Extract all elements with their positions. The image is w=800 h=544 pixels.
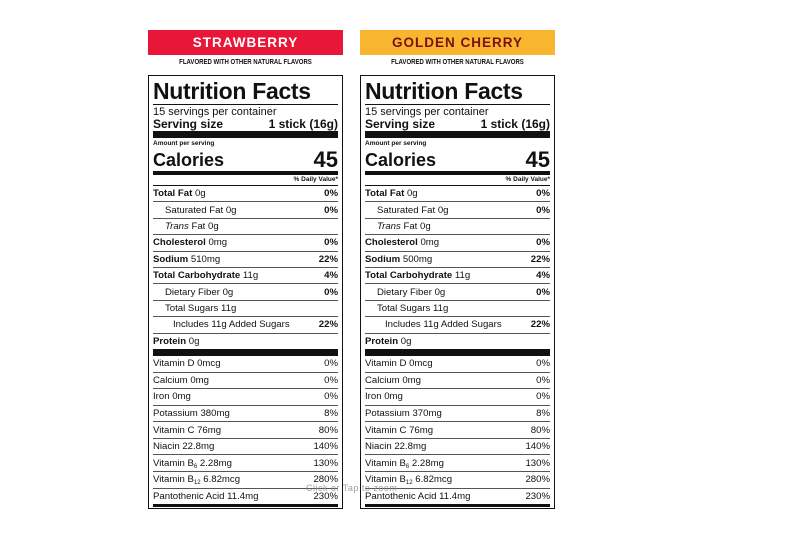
serving-size-label: Serving size: [365, 117, 436, 131]
vitamin-row: Vitamin B12 6.82mcg 280%: [153, 472, 338, 489]
servings-per-container: 15 servings per container: [153, 106, 277, 118]
divider-thick: [153, 348, 338, 356]
flavor-note: FLAVORED WITH OTHER NATURAL FLAVORS: [179, 59, 312, 66]
nutrition-label: Nutrition Facts 15 servings per containe…: [360, 75, 555, 509]
vitamin-row: Potassium 370mg 8%: [365, 406, 550, 423]
nutrient-row-total-sugars: Total Sugars 11g: [365, 301, 550, 318]
nutrient-row-trans-fat: Trans Fat 0g: [153, 219, 338, 236]
nutrient-row-cholesterol: Cholesterol 0mg 0%: [365, 235, 550, 252]
amount-per-serving: Amount per serving: [153, 140, 215, 147]
nutrition-panel-strawberry: STRAWBERRY FLAVORED WITH OTHER NATURAL F…: [148, 30, 343, 509]
nutrient-row-total-carbohydrate: Total Carbohydrate 11g 4%: [153, 268, 338, 285]
vitamin-row: Iron 0mg 0%: [365, 389, 550, 406]
nutrient-row-total-carbohydrate: Total Carbohydrate 11g 4%: [365, 268, 550, 285]
calories-label: Calories: [153, 150, 225, 170]
nutrient-row-added-sugars: Includes 11g Added Sugars 22%: [153, 317, 338, 334]
nutrient-row-added-sugars: Includes 11g Added Sugars 22%: [365, 317, 550, 334]
divider-medium: [153, 171, 338, 175]
nutrient-row-protein: Protein 0g: [365, 335, 412, 347]
vitamin-row: Vitamin D 0mcg 0%: [365, 356, 550, 373]
vitamin-row: Calcium 0mg 0%: [365, 373, 550, 390]
calories-row: Calories 45: [365, 147, 550, 172]
divider-thick: [365, 348, 550, 356]
calories-value: 45: [525, 147, 550, 172]
servings-per-container: 15 servings per container: [365, 106, 489, 118]
nutrient-row-total-fat: Total Fat 0g 0%: [153, 186, 338, 203]
serving-size-value: 1 stick (16g): [268, 117, 338, 131]
vitamin-row: Potassium 380mg 8%: [153, 406, 338, 423]
calories-row: Calories 45: [153, 147, 338, 172]
nutrient-row-dietary-fiber: Dietary Fiber 0g 0%: [153, 284, 338, 301]
nutrient-row-total-sugars: Total Sugars 11g: [153, 301, 338, 318]
serving-size-value: 1 stick (16g): [480, 117, 550, 131]
vitamin-row: Niacin 22.8mg 140%: [153, 439, 338, 456]
amount-per-serving: Amount per serving: [365, 140, 427, 147]
nutrient-row-protein: Protein 0g: [153, 335, 200, 347]
flavor-note: FLAVORED WITH OTHER NATURAL FLAVORS: [391, 59, 524, 66]
vitamin-row: Vitamin B6 2.28mg 130%: [365, 455, 550, 473]
nutrient-row-trans-fat: Trans Fat 0g: [365, 219, 550, 236]
divider-thick: [153, 131, 338, 138]
nutrition-panel-golden-cherry: GOLDEN CHERRY FLAVORED WITH OTHER NATURA…: [360, 30, 555, 509]
divider-medium: [153, 504, 338, 508]
daily-value-header: % Daily Value*: [153, 175, 338, 186]
vitamins-list: Vitamin D 0mcg 0% Calcium 0mg 0% Iron 0mg 0% P…: [153, 356, 338, 504]
daily-value-header: % Daily Value*: [365, 175, 550, 186]
divider-medium: [365, 504, 550, 508]
vitamins-list: Vitamin D 0mcg 0% Calcium 0mg 0% Iron 0mg 0% P…: [365, 356, 550, 504]
flavor-banner: GOLDEN CHERRY: [360, 30, 555, 55]
label-title: Nutrition Facts: [153, 79, 338, 105]
vitamin-row: Vitamin B12 6.82mcg 280%: [365, 472, 550, 489]
zoom-hint[interactable]: Click or Tap to zoom: [306, 483, 398, 493]
nutrient-row-total-fat: Total Fat 0g 0%: [365, 186, 550, 203]
serving-size-label: Serving size: [153, 117, 224, 131]
serving-size-row: Serving size 1 stick (16g): [153, 118, 338, 131]
vitamin-row: Vitamin C 76mg 80%: [153, 422, 338, 439]
vitamin-row: Niacin 22.8mg 140%: [365, 439, 550, 456]
divider-thick: [365, 131, 550, 138]
vitamin-row: Vitamin D 0mcg 0%: [153, 356, 338, 373]
flavor-banner: STRAWBERRY: [148, 30, 343, 55]
nutrient-row-saturated-fat: Saturated Fat 0g 0%: [153, 202, 338, 219]
calories-label: Calories: [365, 150, 437, 170]
divider-medium: [365, 171, 550, 175]
vitamin-row: Calcium 0mg 0%: [153, 373, 338, 390]
serving-size-row: Serving size 1 stick (16g): [365, 118, 550, 131]
vitamin-row: Vitamin B6 2.28mg 130%: [153, 455, 338, 473]
label-title: Nutrition Facts: [365, 79, 550, 105]
nutrient-row-sodium: Sodium 510mg 22%: [153, 252, 338, 268]
nutrient-row-saturated-fat: Saturated Fat 0g 0%: [365, 202, 550, 219]
vitamin-row: Pantothenic Acid 11.4mg 230%: [153, 490, 338, 502]
vitamin-row: Pantothenic Acid 11.4mg 230%: [365, 490, 550, 502]
vitamin-row: Iron 0mg 0%: [153, 389, 338, 406]
calories-value: 45: [313, 147, 338, 172]
nutrition-label: Nutrition Facts 15 servings per containe…: [148, 75, 343, 509]
nutrient-row-cholesterol: Cholesterol 0mg 0%: [153, 235, 338, 252]
nutrient-row-sodium: Sodium 500mg 22%: [365, 252, 550, 268]
nutrient-row-dietary-fiber: Dietary Fiber 0g 0%: [365, 284, 550, 301]
vitamin-row: Vitamin C 76mg 80%: [365, 422, 550, 439]
